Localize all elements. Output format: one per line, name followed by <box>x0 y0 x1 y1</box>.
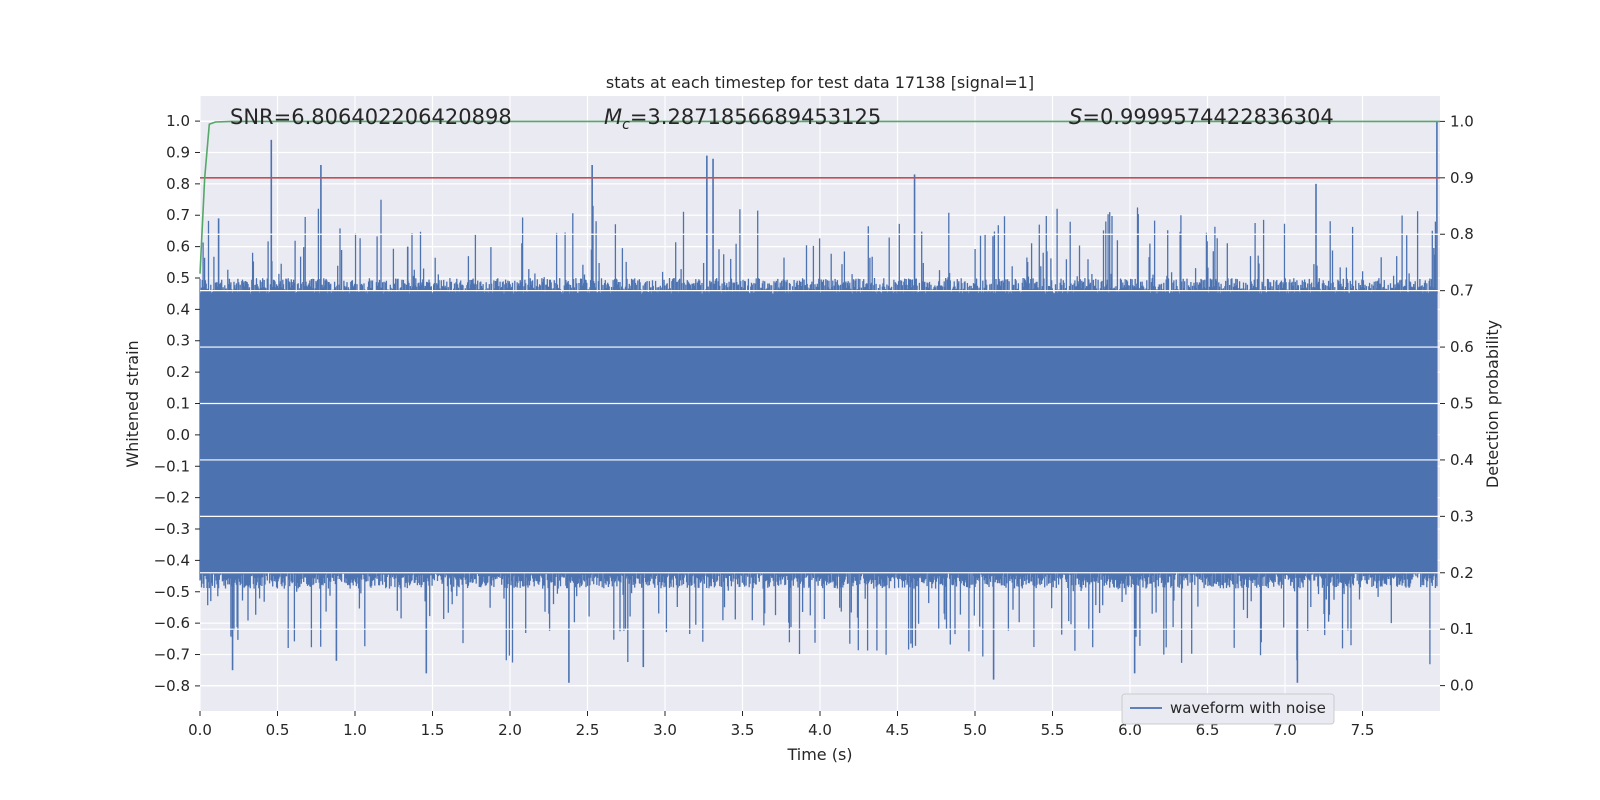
x-tick-label: 3.5 <box>731 721 755 739</box>
y-axis-label: Whitened strain <box>123 340 142 467</box>
y-tick-label: 0.8 <box>166 175 190 193</box>
y-tick-label: 0.5 <box>166 269 190 287</box>
x-tick-label: 5.0 <box>963 721 987 739</box>
x-tick-label: 4.0 <box>808 721 832 739</box>
y-tick-label: −0.1 <box>154 457 190 475</box>
x-tick-label: 5.5 <box>1041 721 1065 739</box>
x-tick-label: 6.5 <box>1196 721 1220 739</box>
y-tick-label: 0.7 <box>166 206 190 224</box>
y2-tick-label: 0.6 <box>1450 338 1474 356</box>
probability-overlay <box>199 120 1440 687</box>
y-tick-label: 0.4 <box>166 300 190 318</box>
y-tick-label: −0.4 <box>154 551 190 569</box>
y2-tick-label: 0.4 <box>1450 451 1474 469</box>
y-axis-left: 1.0 0.9 0.8 0.7 0.6 0.5 0.4 0.3 0.2 0.1 0.0 −0.1 −0.… <box>154 112 200 695</box>
x-tick-label: 4.5 <box>886 721 910 739</box>
x-tick-label: 0.0 <box>188 721 212 739</box>
x-tick-label: 1.5 <box>421 721 445 739</box>
y-tick-label: 0.1 <box>166 395 190 413</box>
legend: waveform with noise <box>1121 693 1335 725</box>
y2-tick-label: 0.8 <box>1450 225 1474 243</box>
y-tick-label: −0.7 <box>154 646 190 664</box>
y2-tick-label: 0.5 <box>1450 395 1474 413</box>
waveform-series <box>199 121 1438 683</box>
x-axis: 0.0 0.5 1.0 1.5 2.0 2.5 3.0 3.5 4.0 4.5 5.0 5.5 6.0 6… <box>188 711 1374 739</box>
x-tick-label: 1.0 <box>343 721 367 739</box>
y2-axis-label: Detection probability <box>1483 320 1502 488</box>
y2-tick-label: 0.0 <box>1450 677 1474 695</box>
y2-tick-label: 0.7 <box>1450 282 1474 300</box>
x-tick-label: 6.0 <box>1118 721 1142 739</box>
y-tick-label: −0.8 <box>154 677 190 695</box>
x-tick-label: 2.0 <box>498 721 522 739</box>
y-axis-right: 1.0 0.9 0.8 0.7 0.6 0.5 0.4 0.3 0.2 0.1 0.0 <box>1440 112 1474 695</box>
x-tick-label: 0.5 <box>266 721 290 739</box>
x-tick-label: 7.0 <box>1273 721 1297 739</box>
detection-probability-line <box>199 120 1440 274</box>
y-tick-label: −0.2 <box>154 489 190 507</box>
y-tick-label: 1.0 <box>166 112 190 130</box>
x-tick-label: 7.5 <box>1351 721 1375 739</box>
s-annotation: S=0.9999574422836304 <box>1069 105 1334 129</box>
x-axis-label: Time (s) <box>786 745 852 764</box>
y2-tick-label: 1.0 <box>1450 112 1474 130</box>
y2-tick-label: 0.1 <box>1450 620 1474 638</box>
y-tick-label: 0.2 <box>166 363 190 381</box>
x-tick-label: 2.5 <box>576 721 600 739</box>
legend-entry-waveform: waveform with noise <box>1170 699 1326 717</box>
y-tick-label: 0.9 <box>166 143 190 161</box>
snr-annotation: SNR=6.806402206420898 <box>230 105 512 129</box>
waveform-noise-band <box>199 199 1438 665</box>
legend-box <box>1121 693 1335 725</box>
y-tick-label: −0.5 <box>154 583 190 601</box>
y2-tick-label: 0.9 <box>1450 169 1474 187</box>
x-tick-label: 3.0 <box>653 721 677 739</box>
y-tick-label: 0.3 <box>166 332 190 350</box>
y-tick-label: −0.3 <box>154 520 190 538</box>
chart-title: stats at each timestep for test data 171… <box>606 73 1034 92</box>
y-tick-label: 0.0 <box>166 426 190 444</box>
y-tick-label: 0.6 <box>166 238 190 256</box>
y2-tick-label: 0.3 <box>1450 507 1474 525</box>
chirp-mass-annotation: Mc=3.2871856689453125 <box>604 105 881 133</box>
y-tick-label: −0.6 <box>154 614 190 632</box>
y2-tick-label: 0.2 <box>1450 564 1474 582</box>
